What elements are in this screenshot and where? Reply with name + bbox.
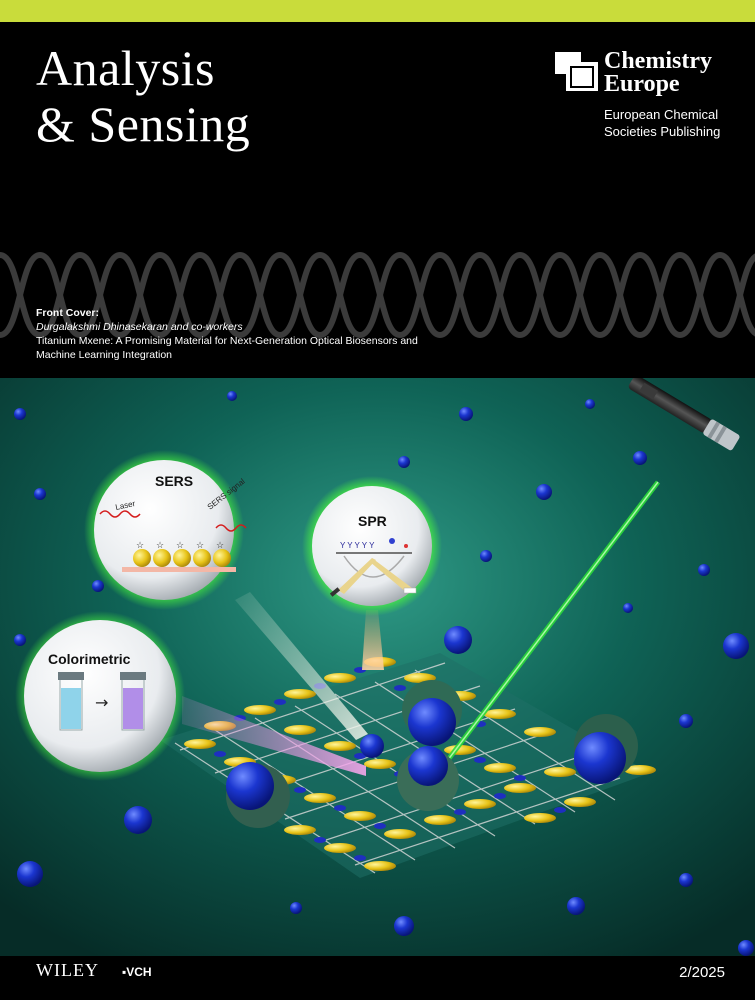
journal-title-line2: & Sensing: [36, 96, 251, 152]
svg-text:→: →: [95, 693, 108, 712]
front-cover-label: Front Cover:: [36, 307, 99, 319]
svg-text:☆: ☆: [216, 540, 224, 550]
wiley-logo: WILEY: [36, 960, 99, 980]
chemistry-europe-logo-icon: [555, 52, 598, 91]
spr-beam: [362, 610, 384, 670]
cover-illustration: SERS Laser SERS signal ☆ ☆ ☆ ☆ ☆ SPR Y Y Y Y…: [0, 378, 755, 956]
mxene-spheres: [226, 680, 638, 828]
front-cover-caption: Front Cover: Durgalakshmi Dhinasekaran a…: [36, 306, 596, 362]
laser-pointer-icon: [628, 378, 740, 451]
svg-text:☆: ☆: [136, 540, 144, 550]
laser-label: Laser: [115, 499, 137, 512]
svg-text:☆: ☆: [196, 540, 204, 550]
background-particles: [14, 391, 754, 956]
sers-title: SERS: [155, 473, 193, 489]
accent-bar: [0, 0, 755, 22]
footer-bar: [0, 956, 755, 1000]
publisher-name-line2: Europe: [604, 71, 680, 97]
dna-helix-decoration: [0, 251, 755, 339]
svg-text:☆: ☆: [176, 540, 184, 550]
journal-title-line1: Analysis: [36, 40, 215, 96]
svg-text:☆: ☆: [156, 540, 164, 550]
spr-title: SPR: [358, 513, 387, 529]
publisher-subtitle: European Chemical Societies Publishing: [604, 106, 720, 140]
sers-panel: SERS Laser SERS signal ☆ ☆ ☆ ☆ ☆: [84, 450, 247, 610]
publisher-sub-line2: Societies Publishing: [604, 124, 721, 139]
publisher-name: Chemistry Europe: [604, 48, 712, 97]
front-cover-authors: Durgalakshmi Dhinasekaran and co-workers: [36, 321, 243, 333]
publisher-name-line1: Chemistry: [604, 48, 712, 74]
publisher-sub-line1: European Chemical: [604, 107, 719, 122]
issue-number: 2/2025: [679, 964, 725, 981]
front-cover-article-line2: Machine Learning Integration: [36, 349, 173, 361]
front-cover-article-line1: Titanium Mxene: A Promising Material for…: [36, 335, 418, 347]
colorimetric-beam: [182, 696, 366, 776]
journal-title: Analysis & Sensing: [36, 40, 250, 152]
sers-beam: [235, 592, 368, 740]
colorimetric-title: Colorimetric: [48, 651, 131, 667]
svg-text:Y Y Y Y Y: Y Y Y Y Y: [340, 541, 375, 550]
colorimetric-panel: Colorimetric →: [15, 611, 185, 781]
vch-label: VCH: [126, 965, 152, 979]
spr-panel: SPR Y Y Y Y Y: [302, 476, 442, 616]
vch-logo: ▪VCH: [122, 965, 152, 979]
